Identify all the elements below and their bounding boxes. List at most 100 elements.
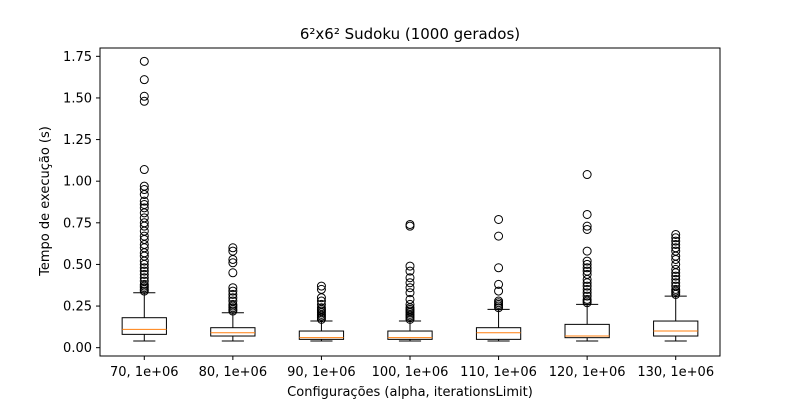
outlier-point bbox=[582, 209, 592, 219]
x-axis-label: Configurações (alpha, iterationsLimit) bbox=[287, 385, 533, 400]
outlier-point bbox=[405, 219, 415, 229]
outlier-point bbox=[228, 293, 238, 303]
outlier-point bbox=[582, 224, 592, 234]
outlier-point bbox=[405, 278, 415, 288]
outlier-point bbox=[671, 229, 681, 239]
outlier-point bbox=[582, 170, 592, 180]
outlier-point bbox=[494, 286, 504, 296]
outlier-point bbox=[405, 261, 415, 271]
outlier-point bbox=[671, 236, 681, 246]
plot-area: 0.00 0.25 0.50 0.75 1.00 1.25 1.50 1.75 70, 1e+0… bbox=[63, 47, 721, 380]
outlier-point bbox=[582, 246, 592, 256]
iqr-box bbox=[387, 330, 433, 340]
outlier-point bbox=[228, 243, 238, 253]
outlier-point bbox=[139, 96, 149, 106]
outlier-point bbox=[671, 246, 681, 256]
y-tick-label: 0.00 bbox=[63, 341, 92, 356]
outlier-point bbox=[228, 289, 238, 299]
x-tick-label: 100, 1e+06 bbox=[372, 365, 449, 380]
outlier-point bbox=[316, 281, 326, 291]
outlier-point bbox=[139, 56, 149, 66]
iqr-box bbox=[210, 327, 256, 337]
iqr-box bbox=[121, 317, 167, 335]
outlier-point bbox=[405, 273, 415, 283]
outlier-point bbox=[139, 181, 149, 191]
outlier-point bbox=[494, 279, 504, 289]
outlier-point bbox=[139, 279, 149, 289]
outlier-point bbox=[228, 258, 238, 268]
outlier-point bbox=[671, 243, 681, 253]
outlier-point bbox=[405, 294, 415, 304]
outlier-point bbox=[494, 214, 504, 224]
outlier-point bbox=[582, 284, 592, 294]
outlier-point bbox=[139, 218, 149, 228]
outlier-point bbox=[582, 266, 592, 276]
outlier-point bbox=[316, 284, 326, 294]
outlier-point bbox=[671, 271, 681, 281]
x-tick-label: 90, 1e+06 bbox=[287, 365, 356, 380]
y-tick-label: 1.00 bbox=[63, 175, 92, 190]
y-tick-label: 0.75 bbox=[63, 216, 92, 231]
outlier-point bbox=[671, 274, 681, 284]
y-tick-label: 0.25 bbox=[63, 300, 92, 315]
outlier-point bbox=[671, 281, 681, 291]
iqr-box bbox=[298, 330, 345, 340]
outlier-point bbox=[139, 231, 149, 241]
outlier-point bbox=[139, 75, 149, 85]
outlier-point bbox=[139, 91, 149, 101]
outlier-point bbox=[582, 291, 592, 301]
outlier-point bbox=[405, 288, 415, 298]
outlier-point bbox=[228, 246, 238, 256]
x-tick-label: 130, 1e+06 bbox=[637, 365, 714, 380]
outlier-point bbox=[139, 203, 149, 213]
y-tick-label: 1.50 bbox=[63, 91, 92, 106]
y-tick-label: 0.50 bbox=[63, 258, 92, 273]
iqr-box bbox=[475, 327, 522, 340]
outlier-point bbox=[582, 221, 592, 231]
outlier-point bbox=[316, 296, 326, 306]
outlier-point bbox=[139, 269, 149, 279]
outlier-point bbox=[228, 283, 238, 293]
outlier-point bbox=[228, 296, 238, 306]
outlier-point bbox=[582, 288, 592, 298]
outlier-point bbox=[139, 276, 149, 286]
outlier-point bbox=[405, 266, 415, 276]
outlier-point bbox=[405, 283, 415, 293]
outlier-point bbox=[582, 256, 592, 266]
x-tick-label: 80, 1e+06 bbox=[199, 365, 268, 380]
outlier-point bbox=[494, 296, 504, 306]
x-tick-label: 70, 1e+06 bbox=[110, 365, 179, 380]
outlier-point bbox=[139, 273, 149, 283]
outlier-point bbox=[671, 264, 681, 274]
outlier-point bbox=[582, 294, 592, 304]
outlier-point bbox=[139, 213, 149, 223]
y-tick-label: 1.75 bbox=[63, 50, 92, 65]
outlier-point bbox=[494, 231, 504, 241]
outlier-point bbox=[582, 269, 592, 279]
outlier-point bbox=[139, 196, 149, 206]
outlier-point bbox=[405, 299, 415, 309]
outlier-point bbox=[582, 281, 592, 291]
chart-title: 6²x6² Sudoku (1000 gerados) bbox=[300, 25, 520, 43]
outlier-point bbox=[671, 278, 681, 288]
outlier-point bbox=[582, 259, 592, 269]
outlier-point bbox=[228, 299, 238, 309]
y-axis-label: Tempo de execução (s) bbox=[38, 126, 53, 277]
x-tick-label: 120, 1e+06 bbox=[549, 365, 626, 380]
outlier-point bbox=[139, 263, 149, 273]
outlier-point bbox=[228, 268, 238, 278]
outlier-point bbox=[139, 199, 149, 209]
x-tick-label: 110, 1e+06 bbox=[460, 365, 537, 380]
y-tick-label: 1.25 bbox=[63, 133, 92, 148]
outlier-point bbox=[139, 266, 149, 276]
outlier-point bbox=[139, 185, 149, 195]
outlier-point bbox=[671, 284, 681, 294]
outlier-point bbox=[228, 286, 238, 296]
outlier-point bbox=[671, 239, 681, 249]
outlier-point bbox=[671, 233, 681, 243]
iqr-box bbox=[564, 323, 610, 339]
outlier-point bbox=[316, 299, 326, 309]
outlier-point bbox=[494, 263, 504, 273]
